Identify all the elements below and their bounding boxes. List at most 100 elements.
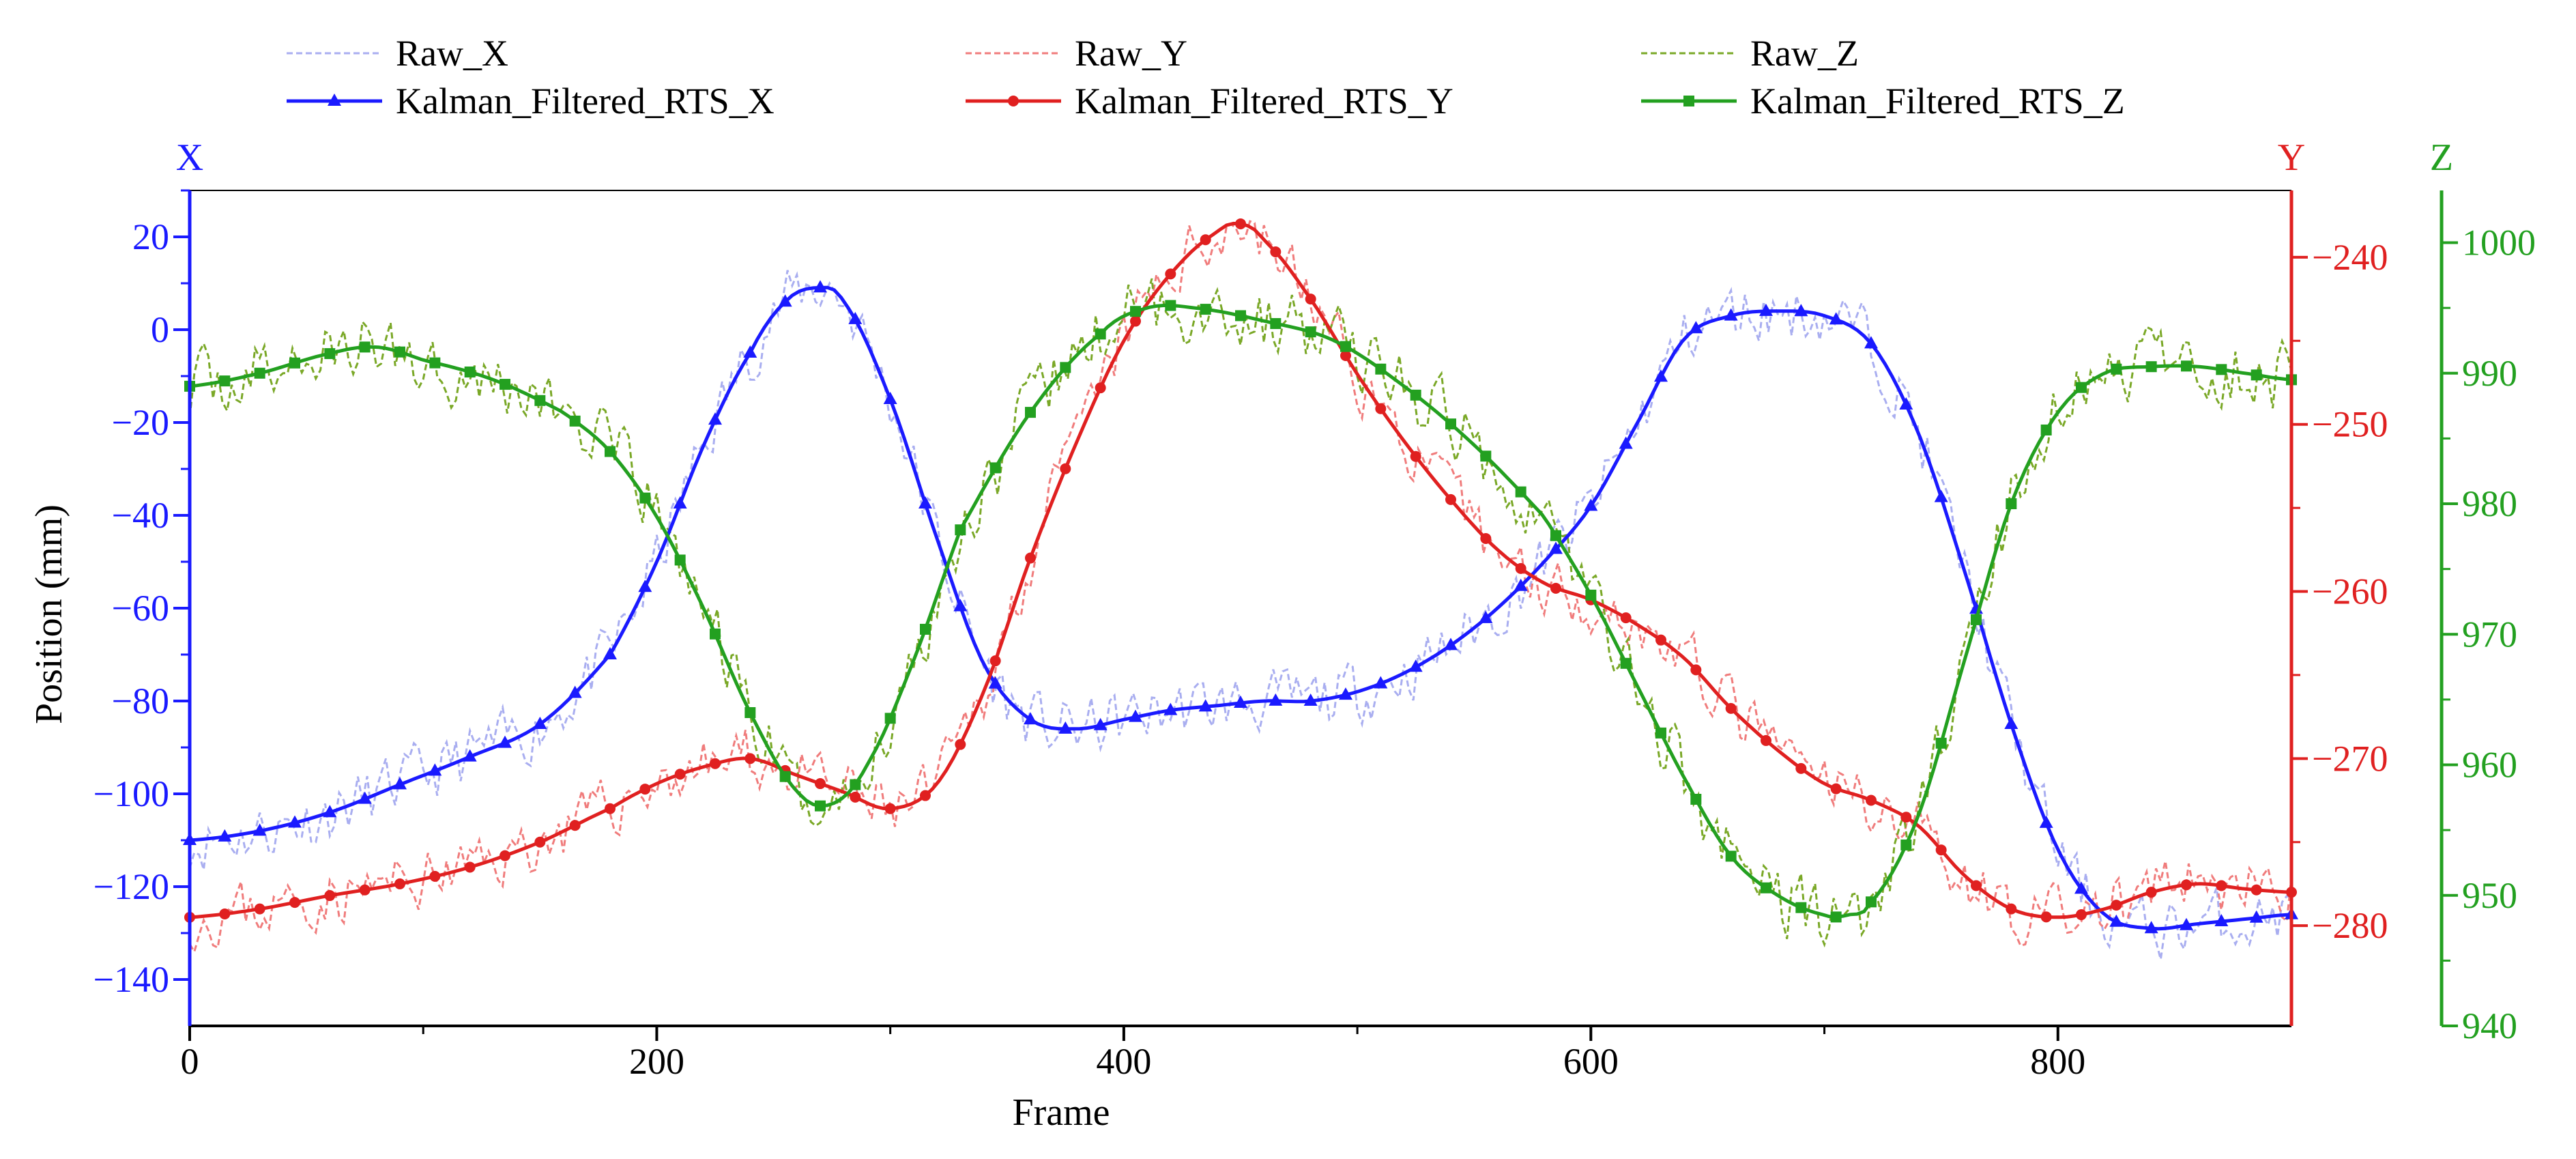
marker-Kalman_Filtered_RTS_X bbox=[1549, 541, 1563, 554]
marker-Kalman_Filtered_RTS_Y bbox=[744, 753, 756, 764]
marker-Kalman_Filtered_RTS_Y bbox=[815, 778, 826, 790]
x-tick-label: 400 bbox=[1096, 1041, 1151, 1082]
marker-Kalman_Filtered_RTS_X bbox=[1408, 659, 1423, 672]
marker-Kalman_Filtered_RTS_Z bbox=[1585, 589, 1597, 601]
marker-Kalman_Filtered_RTS_Z bbox=[429, 357, 441, 369]
marker-Kalman_Filtered_RTS_X bbox=[1724, 308, 1738, 321]
marker-Kalman_Filtered_RTS_Z bbox=[2145, 361, 2157, 373]
marker-Kalman_Filtered_RTS_X bbox=[1303, 693, 1318, 706]
x-tick-label: −140 bbox=[93, 959, 169, 1000]
x-tick-label: −60 bbox=[112, 588, 169, 629]
marker-Kalman_Filtered_RTS_Y bbox=[884, 803, 896, 814]
marker-Kalman_Filtered_RTS_Z bbox=[884, 713, 896, 724]
marker-Kalman_Filtered_RTS_Z bbox=[1410, 389, 1421, 401]
marker-Kalman_Filtered_RTS_X bbox=[2144, 921, 2158, 934]
marker-Kalman_Filtered_RTS_Z bbox=[815, 800, 826, 812]
marker-Kalman_Filtered_RTS_Y bbox=[1725, 702, 1737, 714]
series-Raw_X bbox=[188, 270, 2292, 960]
marker-Kalman_Filtered_RTS_X bbox=[463, 749, 477, 762]
marker-Kalman_Filtered_RTS_Y bbox=[1165, 268, 1176, 280]
legend-marker bbox=[1683, 96, 1694, 106]
marker-Kalman_Filtered_RTS_X bbox=[1129, 709, 1142, 722]
marker-Kalman_Filtered_RTS_Y bbox=[1305, 294, 1316, 305]
x-tick-label: −40 bbox=[112, 495, 169, 536]
y-tick-label: −280 bbox=[2312, 905, 2388, 946]
marker-Kalman_Filtered_RTS_X bbox=[778, 294, 792, 307]
marker-Kalman_Filtered_RTS_Z bbox=[500, 379, 510, 390]
marker-Kalman_Filtered_RTS_Y bbox=[1830, 783, 1842, 795]
x-tick-label: 800 bbox=[2030, 1041, 2085, 1082]
marker-Kalman_Filtered_RTS_Z bbox=[219, 375, 231, 387]
z-tick-label: 960 bbox=[2462, 745, 2517, 786]
marker-Kalman_Filtered_RTS_Z bbox=[744, 707, 756, 718]
z-tick-label: 1000 bbox=[2462, 223, 2536, 263]
marker-Kalman_Filtered_RTS_Y bbox=[674, 769, 686, 780]
marker-Kalman_Filtered_RTS_X bbox=[1198, 699, 1213, 712]
marker-Kalman_Filtered_RTS_X bbox=[218, 829, 232, 842]
legend-label: Kalman_Filtered_RTS_X bbox=[396, 81, 775, 121]
legend-marker bbox=[328, 94, 341, 106]
marker-Kalman_Filtered_RTS_X bbox=[2180, 917, 2193, 930]
marker-Kalman_Filtered_RTS_Z bbox=[1060, 362, 1071, 373]
marker-Kalman_Filtered_RTS_X bbox=[953, 599, 968, 612]
marker-Kalman_Filtered_RTS_Z bbox=[1795, 902, 1807, 913]
marker-Kalman_Filtered_RTS_X bbox=[533, 717, 547, 729]
marker-Kalman_Filtered_RTS_X bbox=[1339, 687, 1352, 700]
x-tick-label: −100 bbox=[93, 773, 169, 814]
marker-Kalman_Filtered_RTS_Y bbox=[2111, 900, 2122, 911]
legend: Raw_X Raw_Y Raw_Z Kalman_Filtered_RTS_X Kalm… bbox=[287, 33, 2125, 121]
marker-Kalman_Filtered_RTS_X bbox=[2074, 881, 2088, 894]
marker-Kalman_Filtered_RTS_Y bbox=[534, 836, 546, 848]
marker-Kalman_Filtered_RTS_Z bbox=[1235, 310, 1246, 321]
x-tick-label: −120 bbox=[93, 866, 169, 907]
marker-Kalman_Filtered_RTS_Y bbox=[2181, 879, 2192, 891]
marker-Kalman_Filtered_RTS_Z bbox=[534, 395, 546, 406]
series-Raw_Y bbox=[188, 220, 2293, 955]
marker-Kalman_Filtered_RTS_Z bbox=[1095, 328, 1106, 340]
marker-Kalman_Filtered_RTS_X bbox=[918, 496, 932, 509]
marker-Kalman_Filtered_RTS_Y bbox=[2006, 903, 2017, 915]
marker-Kalman_Filtered_RTS_Y bbox=[1655, 634, 1666, 646]
z-tick-label: 940 bbox=[2462, 1005, 2517, 1046]
marker-Kalman_Filtered_RTS_X bbox=[1584, 498, 1598, 511]
marker-Kalman_Filtered_RTS_Y bbox=[1095, 382, 1106, 394]
marker-Kalman_Filtered_RTS_X bbox=[1093, 717, 1108, 730]
z-tick-label: 980 bbox=[2462, 483, 2517, 524]
marker-Kalman_Filtered_RTS_X bbox=[498, 735, 512, 748]
legend-marker bbox=[1008, 96, 1019, 106]
marker-Kalman_Filtered_RTS_Y bbox=[394, 878, 405, 889]
marker-Kalman_Filtered_RTS_X bbox=[1654, 369, 1668, 382]
marker-Kalman_Filtered_RTS_X bbox=[2214, 914, 2229, 926]
marker-Kalman_Filtered_RTS_Z bbox=[955, 524, 966, 536]
marker-Kalman_Filtered_RTS_Z bbox=[464, 366, 476, 377]
marker-Kalman_Filtered_RTS_X bbox=[1899, 397, 1913, 410]
marker-Kalman_Filtered_RTS_Z bbox=[2006, 498, 2017, 509]
marker-Kalman_Filtered_RTS_Y bbox=[1550, 582, 1561, 594]
marker-Kalman_Filtered_RTS_Z bbox=[1971, 614, 1982, 625]
marker-Kalman_Filtered_RTS_Y bbox=[2216, 880, 2227, 891]
marker-Kalman_Filtered_RTS_Y bbox=[1270, 246, 1282, 257]
marker-Kalman_Filtered_RTS_Z bbox=[1761, 882, 1771, 893]
y-tick-label: −270 bbox=[2312, 738, 2388, 779]
z-tick-label: 990 bbox=[2462, 353, 2517, 394]
raw-series-group bbox=[188, 220, 2293, 960]
marker-Kalman_Filtered_RTS_Y bbox=[2251, 884, 2262, 896]
marker-Kalman_Filtered_RTS_Y bbox=[289, 897, 300, 908]
marker-Kalman_Filtered_RTS_Y bbox=[1900, 812, 1912, 823]
series-Kalman_Filtered_RTS_Y bbox=[189, 221, 2292, 919]
y-tick-label: −240 bbox=[2312, 237, 2388, 278]
marker-Kalman_Filtered_RTS_X bbox=[1759, 303, 1773, 316]
marker-Kalman_Filtered_RTS_Z bbox=[989, 462, 1001, 474]
marker-Kalman_Filtered_RTS_Z bbox=[2111, 363, 2122, 375]
marker-Kalman_Filtered_RTS_Y bbox=[1200, 234, 1211, 246]
marker-Kalman_Filtered_RTS_Z bbox=[1515, 486, 1526, 498]
marker-Kalman_Filtered_RTS_X bbox=[848, 311, 863, 324]
marker-Kalman_Filtered_RTS_Z bbox=[1130, 306, 1141, 317]
marker-Kalman_Filtered_RTS_X bbox=[323, 805, 337, 818]
marker-Kalman_Filtered_RTS_Y bbox=[955, 739, 966, 750]
x-axis-title: X bbox=[176, 137, 203, 179]
x-tick-label: 200 bbox=[629, 1041, 684, 1082]
y-axis-label: Position (mm) bbox=[28, 504, 70, 724]
axes-group: 0 200 400 600 800 X −140 −120 −100 −80 −60 −40 −20 0 2… bbox=[93, 137, 2536, 1082]
marker-Kalman_Filtered_RTS_X bbox=[1163, 702, 1178, 715]
